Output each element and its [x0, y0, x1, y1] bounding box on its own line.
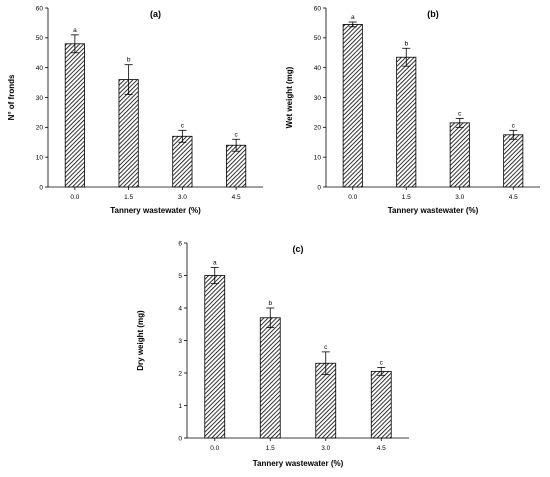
significance-label: b — [404, 40, 408, 47]
significance-label: c — [458, 110, 462, 117]
y-tick-label: 6 — [178, 240, 182, 247]
panel-title: (b) — [427, 9, 439, 19]
panel-title: (c) — [293, 244, 304, 254]
y-tick-label: 2 — [178, 370, 182, 377]
bar — [449, 122, 470, 188]
bar — [204, 275, 226, 439]
bar — [64, 43, 85, 188]
x-tick-label: 0.0 — [210, 445, 219, 452]
y-tick-label: 20 — [314, 125, 322, 132]
x-tick-label: 4.5 — [509, 194, 518, 201]
x-tick-label: 4.5 — [377, 445, 386, 452]
chart-panel-b: 0 10 20 30 40 50 60 a 0.0 b 1.5 c 3.0 c 4.5 (b) Tannery … — [285, 5, 540, 215]
significance-label: c — [181, 122, 185, 129]
x-tick-label: 0.0 — [70, 194, 79, 201]
bar — [503, 134, 524, 188]
y-tick-label: 1 — [178, 403, 182, 410]
significance-label: a — [351, 14, 355, 21]
bar — [342, 24, 363, 188]
significance-label: c — [235, 131, 239, 138]
y-tick-label: 0 — [178, 435, 182, 442]
bar — [172, 135, 193, 188]
x-axis-label: Tannery wastewater (%) — [388, 206, 479, 215]
y-tick-label: 0 — [317, 184, 321, 191]
y-tick-label: 40 — [36, 65, 44, 72]
x-tick-label: 3.0 — [455, 194, 464, 201]
x-tick-label: 1.5 — [402, 194, 411, 201]
y-tick-label: 50 — [36, 35, 44, 42]
x-tick-label: 3.0 — [178, 194, 187, 201]
y-tick-label: 20 — [36, 125, 44, 132]
y-tick-label: 5 — [178, 273, 182, 280]
y-tick-label: 60 — [36, 5, 44, 12]
x-tick-label: 4.5 — [232, 194, 241, 201]
y-axis-label: Dry weight (mg) — [136, 310, 145, 371]
y-tick-label: 30 — [314, 95, 322, 102]
x-tick-label: 1.5 — [266, 445, 275, 452]
y-tick-label: 3 — [178, 338, 182, 345]
significance-label: c — [512, 122, 516, 129]
y-tick-label: 4 — [178, 305, 182, 312]
x-axis-label: Tannery wastewater (%) — [110, 206, 201, 215]
panel-title: (a) — [150, 9, 161, 19]
chart-panel-c: 0 1 2 3 4 5 6 a 0.0 b 1.5 c 3.0 c 4.5 (c) Tannery wastew… — [136, 240, 409, 468]
significance-label: a — [213, 259, 217, 266]
y-tick-label: 60 — [314, 5, 322, 12]
y-tick-label: 0 — [39, 184, 43, 191]
bar — [396, 56, 417, 188]
x-tick-label: 3.0 — [321, 445, 330, 452]
y-tick-label: 10 — [36, 154, 44, 161]
y-axis-label: N° of fronds — [7, 74, 16, 120]
bar — [118, 79, 139, 188]
chart-panel-a: 0 10 20 30 40 50 60 a 0.0 b 1.5 c 3.0 c 4.5 (a) Tannery … — [7, 5, 263, 215]
significance-label: b — [268, 300, 272, 307]
bar — [370, 370, 392, 439]
y-tick-label: 10 — [314, 154, 322, 161]
x-tick-label: 0.0 — [348, 194, 357, 201]
significance-label: c — [380, 359, 384, 366]
significance-label: c — [324, 344, 328, 351]
bar — [259, 317, 281, 439]
y-tick-label: 50 — [314, 35, 322, 42]
x-axis-label: Tannery wastewater (%) — [253, 459, 344, 468]
significance-label: a — [73, 27, 77, 34]
significance-label: b — [127, 57, 131, 64]
y-tick-label: 40 — [314, 65, 322, 72]
x-tick-label: 1.5 — [124, 194, 133, 201]
y-axis-label: Wet weight (mg) — [285, 66, 294, 128]
y-tick-label: 30 — [36, 95, 44, 102]
